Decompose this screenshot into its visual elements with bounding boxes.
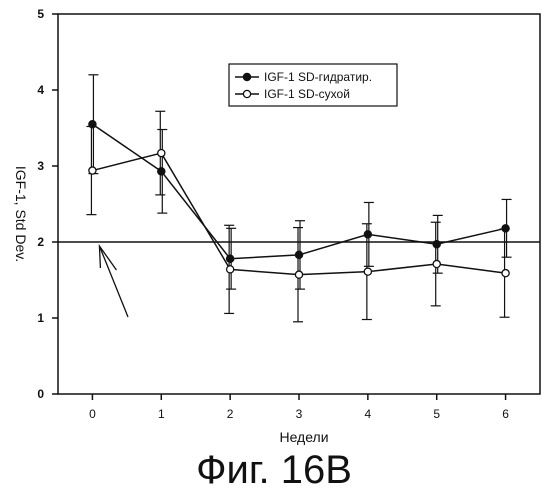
y-tick-label: 2: [37, 235, 44, 249]
x-tick-label: 0: [89, 407, 96, 421]
y-tick-label: 3: [37, 159, 44, 173]
arrow-annotation: [99, 246, 128, 317]
data-point-open: [89, 167, 96, 174]
x-tick-label: 1: [158, 407, 165, 421]
data-point-open: [433, 260, 440, 267]
legend: IGF-1 SD-гидратир. IGF-1 SD-сухой: [229, 64, 397, 106]
data-point-filled: [295, 251, 302, 258]
data-point-filled: [227, 255, 234, 262]
legend-label: IGF-1 SD-гидратир.: [264, 70, 372, 84]
data-point-open: [364, 268, 371, 275]
x-tick-label: 6: [502, 407, 509, 421]
x-tick-label: 2: [227, 407, 234, 421]
series-2: [86, 111, 509, 322]
x-tick-label: 5: [433, 407, 440, 421]
x-axis-label: Недели: [279, 429, 328, 445]
x-tick-label: 4: [365, 407, 372, 421]
data-point-open: [227, 266, 234, 273]
y-axis-label: IGF-1, Std Dev.: [13, 166, 29, 262]
legend-marker: [243, 90, 250, 97]
legend-label: IGF-1 SD-сухой: [264, 87, 350, 101]
data-point-open: [502, 270, 509, 277]
series-1: [88, 75, 511, 289]
series-line: [92, 124, 505, 259]
data-point-filled: [502, 225, 509, 232]
figure-caption: Фиг. 16B: [0, 448, 548, 493]
y-tick-label: 4: [37, 83, 44, 97]
data-point-filled: [433, 241, 440, 248]
data-point-filled: [364, 231, 371, 238]
series-layer: [86, 75, 511, 322]
data-point-filled: [158, 168, 165, 175]
data-point-open: [158, 149, 165, 156]
y-tick-label: 0: [37, 387, 44, 401]
arrow-shaft: [99, 246, 128, 317]
y-tick-label: 1: [37, 311, 44, 325]
data-point-open: [295, 271, 302, 278]
y-tick-label: 5: [37, 7, 44, 21]
x-tick-label: 3: [296, 407, 303, 421]
legend-marker: [243, 73, 250, 80]
